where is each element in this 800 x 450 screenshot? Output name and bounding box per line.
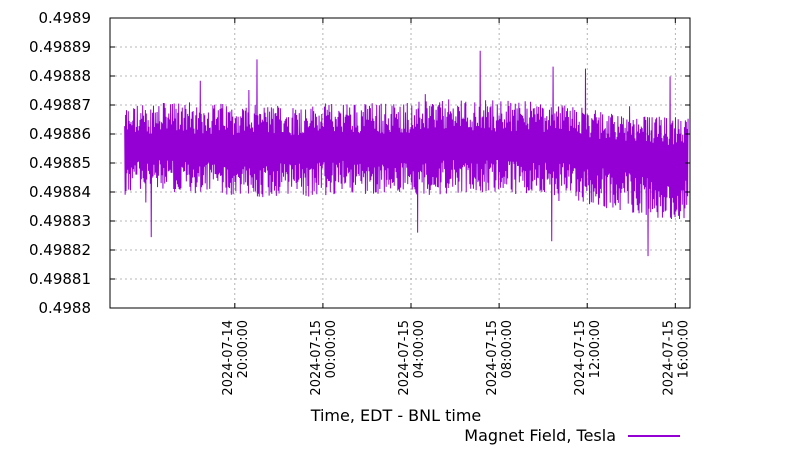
x-tick-date: 2024-07-15	[397, 320, 412, 396]
y-tick-label: 0.49884	[29, 183, 91, 201]
x-tick-label: 2024-07-15 12:00:00	[573, 320, 603, 396]
y-tick-label: 0.4988	[39, 299, 92, 317]
x-tick-date: 2024-07-14	[221, 320, 236, 396]
x-axis-label: Time, EDT - BNL time	[310, 406, 482, 425]
series-magnet-field	[124, 50, 689, 257]
x-tick-time: 12:00:00	[588, 320, 603, 378]
x-tick-time: 08:00:00	[500, 320, 515, 378]
y-tick-label: 0.49887	[29, 96, 91, 114]
x-tick-date: 2024-07-15	[573, 320, 588, 396]
x-tick-label: 2024-07-15 04:00:00	[397, 320, 427, 396]
x-tick-label: 2024-07-14 20:00:00	[221, 320, 251, 396]
y-axis: 0.4988 0.49881 0.49882 0.49883 0.49884 0.4988…	[29, 9, 690, 317]
x-tick-date: 2024-07-15	[485, 320, 500, 396]
x-tick-label: 2024-07-15 16:00:00	[661, 320, 691, 396]
x-tick-date: 2024-07-15	[309, 320, 324, 396]
y-tick-label: 0.49889	[29, 38, 91, 56]
y-tick-label: 0.49886	[29, 125, 91, 143]
series-line	[124, 50, 689, 257]
y-tick-label: 0.49882	[29, 241, 91, 259]
y-tick-label: 0.49881	[29, 270, 91, 288]
y-tick-label: 0.49888	[29, 67, 91, 85]
legend-label: Magnet Field, Tesla	[464, 426, 616, 445]
x-tick-time: 04:00:00	[412, 320, 427, 378]
x-tick-time: 16:00:00	[676, 320, 691, 378]
y-tick-label: 0.4989	[39, 9, 92, 27]
y-tick-label: 0.49883	[29, 212, 91, 230]
y-tick-label: 0.49885	[29, 154, 91, 172]
x-tick-label: 2024-07-15 08:00:00	[485, 320, 515, 396]
x-tick-time: 00:00:00	[324, 320, 339, 378]
x-axis: 2024-07-14 20:00:00 2024-07-15 00:00:00 2024…	[221, 18, 691, 396]
x-tick-label: 2024-07-15 00:00:00	[309, 320, 339, 396]
legend: Magnet Field, Tesla	[464, 426, 680, 445]
x-tick-date: 2024-07-15	[661, 320, 676, 396]
x-tick-time: 20:00:00	[236, 320, 251, 378]
